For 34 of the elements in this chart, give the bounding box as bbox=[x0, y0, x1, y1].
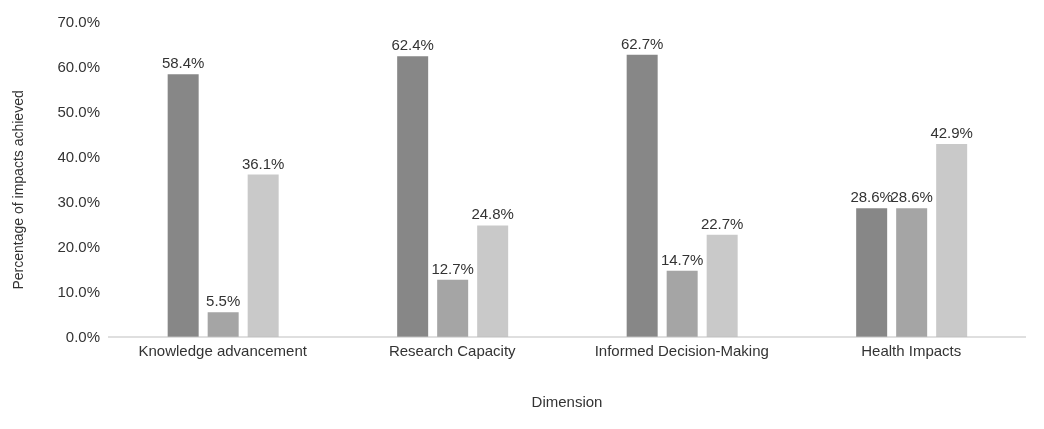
y-tick-label: 10.0% bbox=[57, 283, 100, 301]
y-tick-label: 70.0% bbox=[57, 13, 100, 31]
data-label: 62.4% bbox=[391, 36, 434, 54]
data-label: 58.4% bbox=[161, 54, 205, 72]
x-tick-label: Knowledge advancement bbox=[138, 341, 308, 359]
bar bbox=[167, 74, 199, 337]
x-tick-label: Research Capacity bbox=[388, 341, 517, 359]
bar bbox=[207, 312, 239, 337]
y-tick-label: 40.0% bbox=[57, 148, 100, 166]
bar bbox=[397, 56, 429, 337]
data-label: 14.7% bbox=[660, 250, 704, 268]
bar bbox=[896, 208, 928, 337]
y-tick-label: 30.0% bbox=[57, 193, 100, 211]
x-axis-title: Dimension bbox=[531, 393, 603, 410]
data-label: 28.6% bbox=[890, 188, 933, 206]
bar bbox=[626, 54, 658, 337]
x-tick-label: Informed Decision-Making bbox=[594, 341, 769, 359]
y-tick-label: 0.0% bbox=[65, 328, 100, 346]
data-label: 12.7% bbox=[431, 259, 474, 277]
data-label: 22.7% bbox=[700, 214, 744, 232]
y-tick-label: 20.0% bbox=[57, 238, 100, 256]
data-label: 28.6% bbox=[850, 188, 893, 206]
x-tick-label: Health Impacts bbox=[861, 341, 962, 359]
data-label: 24.8% bbox=[471, 205, 514, 223]
data-label: 36.1% bbox=[241, 154, 285, 172]
bar bbox=[437, 279, 469, 337]
bar bbox=[666, 270, 698, 337]
data-label: 62.7% bbox=[620, 34, 664, 52]
y-tick-label: 50.0% bbox=[57, 103, 100, 121]
y-tick-label: 60.0% bbox=[57, 58, 100, 76]
data-label: 42.9% bbox=[930, 123, 973, 141]
y-axis-title: Percentage of impacts achieved bbox=[9, 90, 26, 290]
data-label: 5.5% bbox=[206, 292, 241, 310]
bar bbox=[856, 208, 888, 337]
